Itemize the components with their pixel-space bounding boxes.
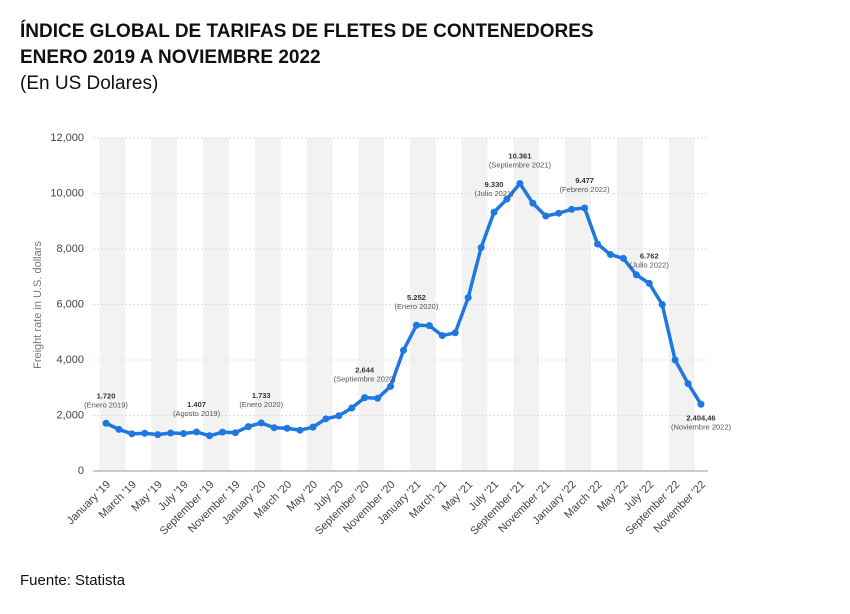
point [516, 179, 524, 187]
point [632, 271, 640, 279]
point [102, 419, 110, 427]
point [283, 424, 291, 432]
point [154, 431, 162, 439]
stripe [254, 138, 281, 471]
value-label: 10.361 [508, 151, 531, 160]
point [270, 424, 278, 432]
point [542, 212, 550, 220]
point [205, 432, 213, 440]
value-note: (Septiembre 2020) [334, 375, 397, 384]
point [658, 301, 666, 308]
point [257, 419, 265, 427]
point [697, 400, 705, 408]
y-tick-label: 12,000 [50, 132, 84, 144]
value-note: (Julio 2021) [474, 189, 514, 198]
point [594, 240, 602, 248]
value-label: 1.720 [97, 391, 116, 400]
point [400, 346, 407, 354]
point [180, 430, 188, 438]
value-note: (Enero 2019) [84, 400, 128, 409]
point [412, 321, 420, 329]
point [335, 412, 343, 420]
value-note: (Agosto 2019) [173, 409, 221, 418]
point [606, 251, 614, 259]
value-note: (Enero 2020) [395, 302, 439, 311]
value-label: 9.330 [485, 180, 504, 189]
y-axis-label: Freight rate in U.S. dollars [32, 241, 44, 369]
value-label: 2.644 [355, 366, 375, 375]
y-tick-label: 8,000 [56, 243, 84, 255]
value-label: 1.733 [252, 391, 271, 400]
point [231, 429, 239, 437]
subtitle: (En US Dolares) [20, 73, 158, 94]
point [645, 279, 653, 287]
point [671, 356, 679, 364]
stripe [203, 138, 229, 471]
point [322, 415, 330, 423]
value-note: (Julio 2022) [630, 260, 670, 269]
point [218, 428, 226, 436]
y-tick-label: 2,000 [56, 409, 84, 421]
point [503, 195, 511, 203]
point [451, 329, 459, 337]
stripe [151, 138, 178, 471]
point [425, 322, 433, 330]
point [477, 244, 485, 252]
title-line: ENERO 2019 A NOVIEMBRE 2022 [20, 47, 321, 68]
source: Fuente: Statista [20, 572, 126, 589]
y-tick-label: 6,000 [56, 298, 84, 310]
value-label: 2.404,46 [686, 413, 715, 422]
value-note: (Noviembre 2022) [671, 422, 732, 431]
point [374, 394, 382, 402]
point [555, 209, 563, 217]
value-label: 6.762 [640, 251, 659, 260]
y-tick-label: 4,000 [56, 354, 84, 366]
value-note: (Septiembre 2021) [489, 160, 552, 169]
point [244, 423, 252, 431]
point [128, 430, 136, 438]
point [581, 204, 589, 212]
value-label: 5.252 [407, 293, 426, 302]
y-tick-label: 10,000 [50, 187, 84, 199]
point [619, 254, 627, 262]
value-label: 1.407 [187, 400, 206, 409]
point [141, 429, 149, 437]
point [115, 425, 123, 433]
y-tick-label: 0 [78, 465, 84, 477]
point [438, 332, 446, 340]
title-line: ÍNDICE GLOBAL DE TARIFAS DE FLETES DE CO… [20, 20, 594, 42]
point [568, 205, 576, 213]
point [361, 394, 369, 402]
value-label: 9.477 [575, 176, 594, 185]
point [529, 199, 537, 207]
point [193, 428, 201, 436]
point [464, 294, 472, 302]
point [167, 429, 175, 437]
point [490, 208, 498, 216]
point [348, 404, 356, 412]
point [309, 423, 317, 431]
value-note: (Febrero 2022) [560, 185, 611, 194]
point [387, 382, 395, 390]
value-note: (Enero 2020) [239, 400, 283, 409]
point [296, 426, 304, 434]
point [684, 380, 692, 388]
